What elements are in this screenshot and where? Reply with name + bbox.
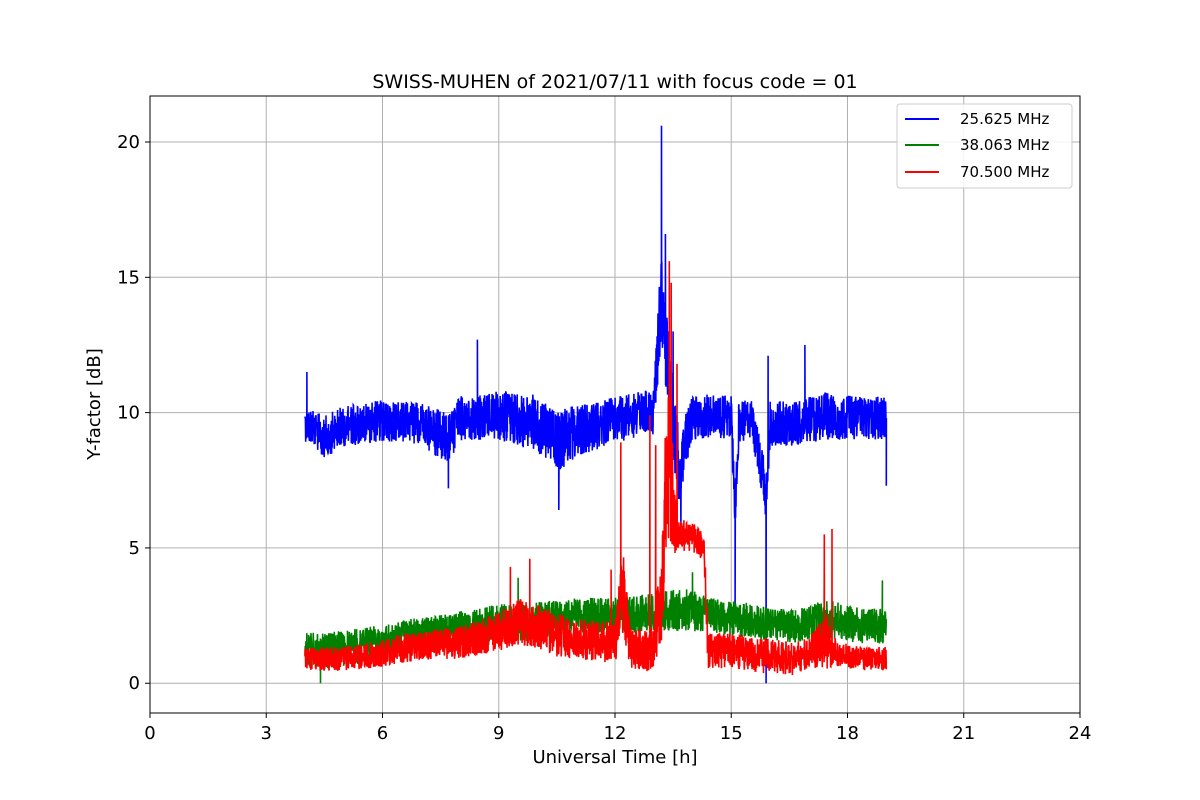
y-axis-label: Y-factor [dB]	[84, 348, 105, 461]
legend: 25.625 MHz 38.063 MHz 70.500 MHz	[896, 103, 1073, 189]
series-line-70500	[304, 261, 888, 676]
x-tick-label: 3	[261, 723, 272, 744]
y-tick-label: 10	[117, 403, 140, 424]
x-tick-label: 18	[836, 723, 859, 744]
y-tick-label: 15	[117, 267, 140, 288]
legend-box	[896, 103, 1073, 189]
series-line-25625	[304, 125, 888, 684]
legend-label-38063: 38.063 MHz	[960, 136, 1049, 154]
axis-ticks: 0 3 6 9 12 15 18 21 24 0 5 10 15 20	[117, 132, 1091, 744]
x-tick-label: 21	[952, 723, 975, 744]
x-tick-label: 6	[377, 723, 388, 744]
legend-label-70500: 70.500 MHz	[960, 163, 1049, 181]
x-tick-label: 15	[720, 723, 743, 744]
x-tick-label: 9	[493, 723, 504, 744]
y-tick-label: 0	[129, 673, 140, 694]
y-tick-label: 20	[117, 132, 140, 153]
x-tick-label: 0	[144, 723, 155, 744]
series-line-38063	[304, 572, 888, 684]
chart-title: SWISS-MUHEN of 2021/07/11 with focus cod…	[372, 71, 857, 93]
x-tick-label: 24	[1069, 723, 1092, 744]
y-tick-label: 5	[129, 538, 140, 559]
legend-label-25625: 25.625 MHz	[960, 110, 1049, 128]
x-axis-label: Universal Time [h]	[532, 747, 697, 768]
x-tick-label: 12	[604, 723, 627, 744]
series-group	[304, 125, 888, 684]
